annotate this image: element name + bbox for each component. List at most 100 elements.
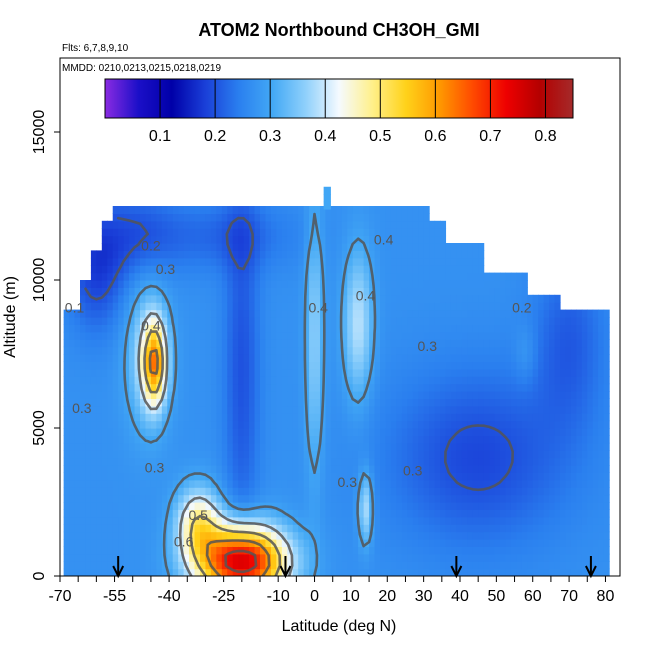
heatmap-cell <box>374 376 381 385</box>
heatmap-cell <box>560 457 567 466</box>
heatmap-cell <box>565 479 572 488</box>
heatmap-cell <box>423 494 430 503</box>
heatmap-cell <box>205 405 212 414</box>
heatmap-cell <box>532 294 539 303</box>
heatmap-cell <box>330 398 337 407</box>
heatmap-cell <box>200 450 207 459</box>
heatmap-cell <box>156 368 163 377</box>
heatmap-cell <box>352 265 359 274</box>
heatmap-cell <box>249 265 256 274</box>
heatmap-cell <box>63 391 70 399</box>
heatmap-cell <box>292 302 299 311</box>
heatmap-cell <box>183 553 190 562</box>
heatmap-cell <box>494 302 501 311</box>
heatmap-cell <box>178 494 185 503</box>
heatmap-cell <box>565 317 572 325</box>
heatmap-cell <box>521 561 528 570</box>
heatmap-cell <box>145 206 152 214</box>
heatmap-cell <box>494 442 501 451</box>
heatmap-cell <box>374 206 381 214</box>
heatmap-cell <box>554 516 561 525</box>
heatmap-cell <box>363 561 370 570</box>
heatmap-cell <box>85 361 92 370</box>
heatmap-cell <box>347 272 354 281</box>
heatmap-cell <box>101 450 108 459</box>
heatmap-cell <box>380 391 387 399</box>
heatmap-cell <box>554 405 561 414</box>
heatmap-cell <box>281 546 288 555</box>
heatmap-cell <box>374 561 381 570</box>
heatmap-cell <box>510 465 517 473</box>
heatmap-cell <box>281 331 288 340</box>
heatmap-cell <box>129 228 136 237</box>
heatmap-cell <box>358 494 365 503</box>
heatmap-cell <box>576 339 583 348</box>
heatmap-cell <box>521 280 528 288</box>
heatmap-cell <box>554 383 561 392</box>
heatmap-cell <box>172 391 179 399</box>
heatmap-cell <box>309 413 316 422</box>
heatmap-cell <box>527 465 534 473</box>
heatmap-cell <box>527 539 534 547</box>
heatmap-cell <box>178 405 185 414</box>
heatmap-cell <box>347 309 354 318</box>
heatmap-cell <box>325 487 332 496</box>
heatmap-cell <box>210 413 217 422</box>
heatmap-cell <box>298 361 305 370</box>
heatmap-cell <box>287 354 294 362</box>
heatmap-cell <box>189 391 196 399</box>
heatmap-cell <box>467 546 474 555</box>
heatmap-cell <box>249 368 256 377</box>
heatmap-cell <box>467 524 474 533</box>
heatmap-cell <box>374 272 381 281</box>
heatmap-cell <box>221 302 228 311</box>
heatmap-cell <box>483 457 490 466</box>
heatmap-cell <box>150 420 157 429</box>
heatmap-cell <box>358 287 365 296</box>
heatmap-cell <box>429 368 436 377</box>
heatmap-cell <box>156 479 163 488</box>
heatmap-cell <box>330 413 337 422</box>
heatmap-cell <box>260 479 267 488</box>
heatmap-cell <box>243 368 250 377</box>
heatmap-cell <box>347 376 354 385</box>
heatmap-cell <box>238 331 245 340</box>
heatmap-cell <box>276 450 283 459</box>
heatmap-cell <box>532 331 539 340</box>
heatmap-cell <box>96 324 103 333</box>
heatmap-cell <box>489 553 496 562</box>
heatmap-cell <box>260 272 267 281</box>
heatmap-cell <box>336 265 343 274</box>
heatmap-cell <box>549 339 556 348</box>
heatmap-cell <box>592 376 599 385</box>
heatmap-cell <box>330 516 337 525</box>
heatmap-cell <box>298 509 305 518</box>
heatmap-cell <box>178 553 185 562</box>
heatmap-cell <box>358 368 365 377</box>
heatmap-cell <box>227 228 234 237</box>
heatmap-cell <box>221 376 228 385</box>
heatmap-cell <box>532 524 539 533</box>
heatmap-cell <box>505 472 512 481</box>
heatmap-cell <box>276 280 283 288</box>
x-tick-label: -70 <box>48 588 71 605</box>
heatmap-cell <box>292 509 299 518</box>
heatmap-cell <box>592 391 599 399</box>
heatmap-cell <box>543 516 550 525</box>
heatmap-cell <box>254 368 261 377</box>
heatmap-cell <box>570 487 577 496</box>
heatmap-cell <box>429 465 436 473</box>
heatmap-cell <box>510 398 517 407</box>
heatmap-cell <box>358 302 365 311</box>
heatmap-cell <box>210 405 217 414</box>
heatmap-cell <box>330 420 337 429</box>
heatmap-cell <box>238 383 245 392</box>
heatmap-cell <box>107 494 114 503</box>
heatmap-cell <box>445 516 452 525</box>
heatmap-cell <box>243 302 250 311</box>
heatmap-cell <box>440 383 447 392</box>
heatmap-cell <box>134 243 141 251</box>
heatmap-cell <box>510 368 517 377</box>
heatmap-cell <box>260 465 267 473</box>
heatmap-cell <box>440 324 447 333</box>
